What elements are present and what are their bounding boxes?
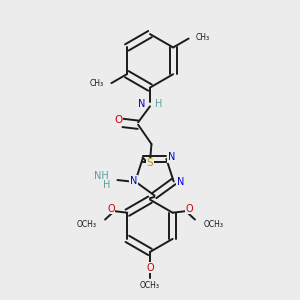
Text: CH₃: CH₃ [90, 79, 104, 88]
Text: OCH₃: OCH₃ [203, 220, 223, 229]
Text: NH: NH [94, 172, 109, 182]
Text: O: O [185, 204, 193, 214]
Text: S: S [147, 158, 153, 168]
Text: N: N [130, 176, 137, 186]
Text: O: O [107, 204, 115, 214]
Text: CH₃: CH₃ [196, 33, 210, 42]
Text: N: N [168, 152, 176, 162]
Text: N: N [176, 177, 184, 187]
Text: OCH₃: OCH₃ [77, 220, 97, 229]
Text: OCH₃: OCH₃ [140, 281, 160, 290]
Text: O: O [114, 115, 122, 125]
Text: H: H [103, 180, 111, 190]
Text: O: O [146, 263, 154, 273]
Text: H: H [155, 99, 163, 109]
Text: N: N [138, 99, 146, 109]
